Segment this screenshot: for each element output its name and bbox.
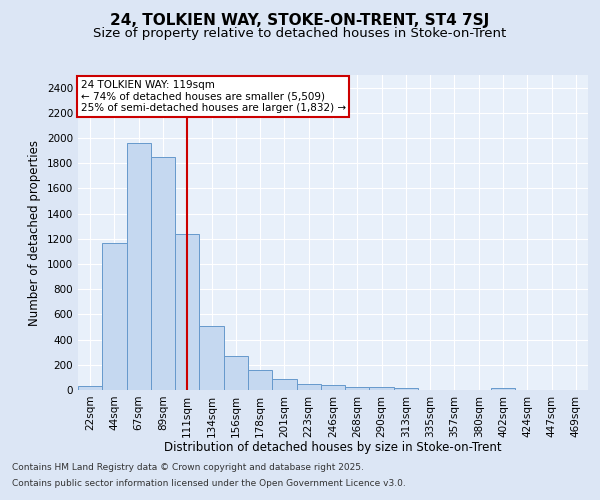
Text: 24 TOLKIEN WAY: 119sqm
← 74% of detached houses are smaller (5,509)
25% of semi-: 24 TOLKIEN WAY: 119sqm ← 74% of detached… (80, 80, 346, 113)
Bar (224, 356, 248, 390)
Bar (127, 143, 151, 390)
Bar (296, 384, 321, 390)
Text: Size of property relative to detached houses in Stoke-on-Trent: Size of property relative to detached ho… (94, 28, 506, 40)
Bar (175, 234, 199, 390)
Bar (151, 157, 175, 390)
Bar (272, 378, 296, 390)
Bar (370, 388, 394, 390)
Bar (102, 242, 127, 390)
Y-axis label: Number of detached properties: Number of detached properties (28, 140, 41, 326)
Bar (394, 388, 418, 390)
Text: Contains HM Land Registry data © Crown copyright and database right 2025.: Contains HM Land Registry data © Crown c… (12, 464, 364, 472)
Bar (345, 387, 370, 390)
Bar (321, 384, 345, 390)
Text: Contains public sector information licensed under the Open Government Licence v3: Contains public sector information licen… (12, 478, 406, 488)
Bar (491, 388, 515, 390)
X-axis label: Distribution of detached houses by size in Stoke-on-Trent: Distribution of detached houses by size … (164, 441, 502, 454)
Bar (199, 326, 224, 390)
Bar (78, 386, 102, 390)
Bar (248, 370, 272, 390)
Text: 24, TOLKIEN WAY, STOKE-ON-TRENT, ST4 7SJ: 24, TOLKIEN WAY, STOKE-ON-TRENT, ST4 7SJ (110, 12, 490, 28)
